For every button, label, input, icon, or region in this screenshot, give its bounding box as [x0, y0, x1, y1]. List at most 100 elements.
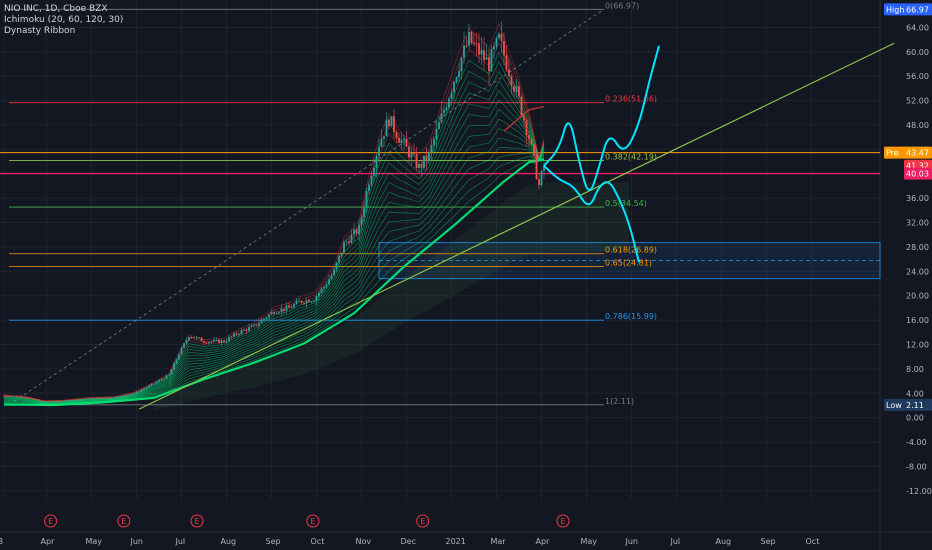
candle-body [450, 92, 453, 99]
candle-body [145, 387, 148, 389]
badge-label: Pre [886, 149, 899, 158]
candle-body [300, 300, 303, 303]
candle-body [428, 152, 430, 161]
time-tick: Sep [266, 537, 281, 546]
candle-body [73, 400, 75, 402]
candle-body [305, 300, 308, 304]
candle-body [75, 399, 78, 401]
candle-body [353, 229, 355, 235]
candle-body [388, 119, 390, 127]
time-tick: 3 [0, 537, 3, 546]
candle-body [205, 342, 208, 344]
time-axis: 3 Apr May Jun Jul Aug Sep Oct Nov Dec 2021 Mar Apr Ma… [0, 537, 819, 546]
earnings-label-5: E [561, 517, 566, 526]
candle-body [108, 398, 110, 400]
badge-value-bg [904, 398, 932, 411]
dynasty-ribbon-legend[interactable]: Dynasty Ribbon [4, 26, 76, 36]
candle-body [233, 333, 235, 337]
candle-body [93, 398, 95, 400]
candle-body [510, 76, 513, 87]
candle-body [350, 234, 353, 244]
fib-levels: 0(66.97) 0.236(51.66) 0.382(42.19) 0.5(34.5… [9, 1, 657, 406]
candle-body [400, 140, 403, 143]
badge-label: High [886, 5, 904, 14]
candle-body [318, 292, 320, 297]
badge-label-bg [884, 3, 906, 16]
candle-body [35, 399, 38, 401]
candle-body [48, 401, 50, 403]
candle-body [380, 138, 383, 147]
earnings-marker-5 [556, 514, 570, 528]
candle-body [110, 398, 113, 400]
candle-body [515, 86, 518, 92]
time-tick: Dec [401, 537, 416, 546]
price-tick: -12.00 [906, 487, 932, 496]
candle-body [78, 399, 80, 401]
candle-body [518, 86, 520, 97]
candle-body [483, 50, 485, 60]
candle-body [218, 339, 220, 344]
candle-body [263, 318, 265, 320]
candle-body [498, 33, 500, 38]
price-tick: 48.00 [906, 121, 929, 130]
candle-body [363, 207, 365, 218]
candle-body [33, 398, 35, 400]
chart-legend: NIO INC, 1D, Cboe BZX Ichimoku (20, 60, … [4, 4, 123, 37]
price-tick: 52.00 [906, 97, 929, 106]
candle-body [485, 57, 488, 60]
candles [3, 21, 545, 403]
candle-body [405, 138, 408, 147]
candle-body [453, 81, 455, 93]
time-tick: Aug [221, 537, 237, 546]
candle-body [283, 308, 285, 311]
candle-body [323, 286, 325, 289]
candle-body [183, 343, 185, 348]
badge-value-bg [904, 146, 932, 159]
time-tick: Oct [806, 537, 820, 546]
candle-body [125, 395, 128, 397]
candle-body [243, 329, 245, 331]
price-tick: 36.00 [906, 194, 929, 203]
earnings-label-4: E [420, 517, 425, 526]
candle-body [308, 300, 310, 303]
candle-body [270, 312, 273, 315]
candle-body [225, 341, 228, 343]
candle-body [448, 98, 450, 108]
candle-body [290, 307, 293, 309]
candle-body [458, 71, 460, 78]
time-tick: Apr [536, 537, 551, 546]
candle-body [10, 396, 13, 398]
fib-label-0: 0(66.97) [605, 1, 639, 10]
candle-body [70, 400, 73, 402]
candle-body [538, 179, 540, 186]
candle-body [153, 383, 155, 385]
candle-body [38, 399, 40, 401]
candle-body [230, 336, 233, 338]
candle-body [383, 136, 385, 139]
symbol-title[interactable]: NIO INC, 1D, Cboe BZX [4, 4, 108, 14]
candle-body [65, 400, 68, 402]
candle-body [123, 395, 125, 397]
candle-body [418, 163, 420, 168]
candle-body [420, 163, 423, 168]
candle-body [293, 304, 295, 308]
candle-body [425, 155, 428, 161]
candle-body [63, 401, 65, 403]
candle-body [253, 324, 255, 326]
candle-body [23, 397, 25, 399]
ichimoku-legend[interactable]: Ichimoku (20, 60, 120, 30) [4, 15, 124, 25]
candle-body [445, 107, 448, 111]
trendline [138, 42, 895, 410]
candle-body [228, 337, 230, 342]
candle-body [215, 339, 218, 341]
time-tick: Nov [356, 537, 372, 546]
ribbon-line-8 [3, 109, 545, 404]
candle-body [325, 284, 328, 287]
candle-body [53, 401, 55, 402]
candle-body [240, 330, 243, 334]
badge-value: 2.11 [906, 401, 924, 410]
projection-path-0 [543, 45, 660, 191]
candle-body [368, 184, 370, 192]
